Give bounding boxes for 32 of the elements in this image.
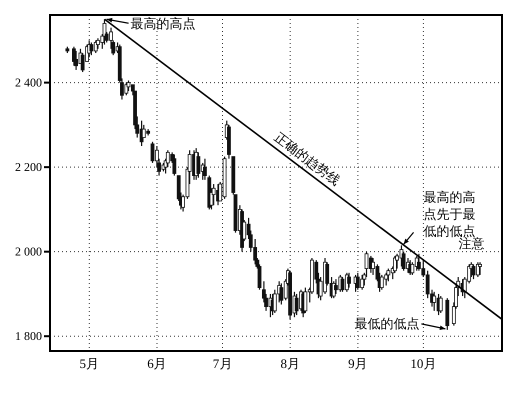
candlestick <box>172 154 176 176</box>
candlestick <box>438 295 443 314</box>
candlestick <box>272 289 277 314</box>
candlestick <box>386 268 390 282</box>
annotation: 最高的高点先于最低的低点 <box>424 189 476 238</box>
candlestick <box>96 38 100 50</box>
candlestick <box>334 278 338 295</box>
x-tick-label: 7月 <box>212 356 232 372</box>
candlestick <box>89 42 94 56</box>
candlestick <box>432 291 436 312</box>
annotation: 最高的高点 <box>130 16 196 32</box>
candlestick <box>279 282 284 306</box>
annotation: 注意 <box>458 236 485 252</box>
candlestick <box>360 274 364 290</box>
candlestick <box>294 293 299 316</box>
candlestick <box>356 272 360 290</box>
y-tick-label: 2 400 <box>15 76 42 90</box>
y-tick-label: 2 000 <box>15 244 42 259</box>
candlestick <box>347 272 351 288</box>
y-tick-label: 2 200 <box>15 160 42 174</box>
x-tick-label: 10月 <box>410 356 436 372</box>
candlestick <box>478 262 482 276</box>
x-tick-label: 8月 <box>280 356 300 372</box>
candlestick <box>303 287 308 314</box>
x-tick-label: 9月 <box>348 356 368 372</box>
annotation: 正确的趋势线 <box>272 129 344 188</box>
candlestick <box>196 152 200 178</box>
x-tick-label: 6月 <box>147 356 167 372</box>
candlestick <box>102 18 106 46</box>
x-tick-label: 5月 <box>80 356 100 372</box>
annotation: 最低的低点 <box>354 316 420 331</box>
y-tick-label: 1 800 <box>15 329 42 344</box>
